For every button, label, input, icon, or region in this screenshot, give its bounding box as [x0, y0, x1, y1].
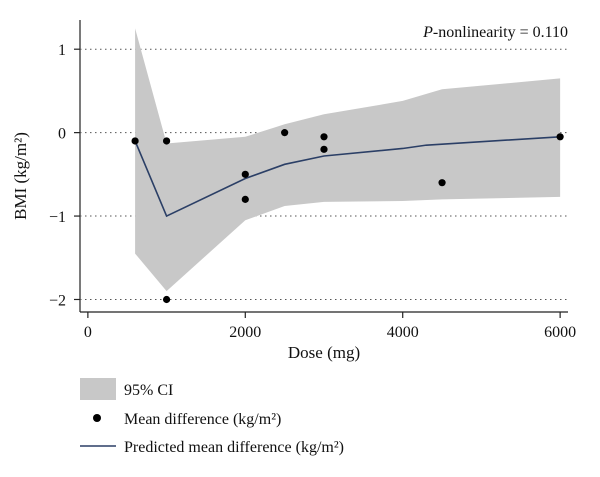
y-axis-label: BMI (kg/m²)	[11, 132, 30, 220]
axis-ticks: 0 2000 4000 6000 1 0 −1 −2	[49, 42, 576, 341]
mean-difference-points	[131, 129, 564, 304]
x-axis-label: Dose (mg)	[288, 343, 360, 362]
nonlinearity-annotation: P-nonlinearity = 0.110	[422, 24, 568, 41]
legend-ci-swatch	[80, 378, 116, 400]
data-point	[438, 179, 446, 187]
x-tick-label: 0	[84, 324, 92, 341]
data-point	[241, 170, 249, 178]
data-point	[556, 133, 564, 141]
x-tick-label: 4000	[387, 324, 419, 341]
ci-band	[135, 28, 561, 292]
y-tick-label: −1	[49, 209, 66, 226]
y-tick-label: −2	[49, 292, 66, 309]
y-tick-label: 0	[58, 126, 66, 143]
legend-predicted-label: Predicted mean difference (kg/m²)	[124, 439, 344, 456]
data-point	[162, 137, 171, 145]
data-point	[131, 137, 139, 145]
predicted-mean-line	[134, 136, 561, 218]
ci-band-layer	[135, 28, 561, 292]
data-point	[162, 295, 171, 304]
y-tick-label: 1	[58, 42, 66, 59]
data-point	[320, 133, 328, 141]
predicted-line-layer	[134, 136, 561, 218]
legend-ci-label: 95% CI	[124, 382, 173, 399]
data-point	[241, 195, 249, 203]
x-tick-label: 2000	[229, 324, 261, 341]
legend-point-marker	[93, 414, 101, 422]
legend: 95% CI Mean difference (kg/m²) Predicted…	[80, 378, 344, 456]
legend-mean-difference-label: Mean difference (kg/m²)	[124, 411, 281, 428]
data-point	[320, 145, 328, 153]
data-point	[281, 129, 289, 137]
x-tick-label: 6000	[544, 324, 576, 341]
